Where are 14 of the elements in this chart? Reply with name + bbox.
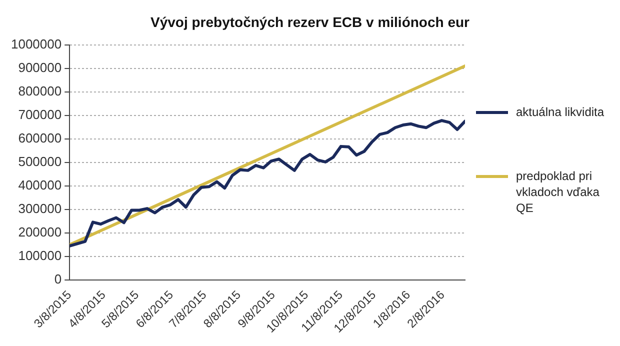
y-tick-label: 700000	[18, 106, 62, 122]
legend-label: aktuálna likvidita	[516, 104, 604, 120]
y-tick-label: 500000	[18, 154, 62, 170]
y-tick-label: 400000	[18, 178, 62, 193]
chart-title: Vývoj prebytočných rezerv ECB v miliónoch eur	[150, 14, 470, 30]
y-tick-label: 200000	[18, 224, 62, 240]
y-tick-label: 900000	[18, 60, 62, 75]
y-tick-label: 600000	[18, 130, 62, 146]
y-tick-label: 100000	[18, 248, 62, 264]
y-tick-label: 800000	[18, 83, 62, 98]
y-tick-label: 300000	[18, 201, 62, 216]
legend-label: predpoklad pri vkladoch vďaka QE	[516, 168, 600, 216]
y-tick-label: 0	[54, 272, 62, 287]
y-tick-label: 1000000	[10, 36, 62, 52]
